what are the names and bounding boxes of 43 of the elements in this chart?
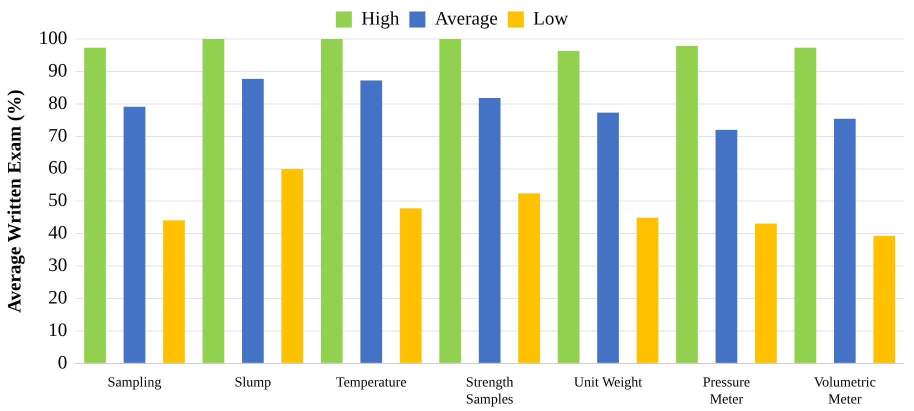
- bar: [518, 193, 540, 363]
- bar: [439, 39, 462, 363]
- y-tick-label: 40: [48, 222, 68, 244]
- bar: [202, 39, 224, 363]
- bar: [636, 218, 658, 363]
- y-axis-title: Average Written Exam (%): [4, 90, 26, 313]
- bar: [400, 208, 422, 363]
- legend-label: High: [361, 8, 400, 30]
- x-tick-label: Sampling: [108, 375, 162, 390]
- bar: [360, 80, 382, 363]
- legend-label: Low: [533, 8, 568, 30]
- bar: [794, 48, 816, 363]
- y-tick-label: 80: [48, 92, 68, 114]
- bar: [281, 169, 304, 363]
- bar: [478, 98, 500, 363]
- x-tick-label: Temperature: [336, 375, 407, 390]
- bar: [242, 78, 264, 363]
- y-tick-label: 20: [48, 288, 68, 309]
- bar: [597, 112, 619, 363]
- y-tick-label: 90: [48, 60, 68, 82]
- bar: [676, 46, 698, 363]
- x-tick-label: Volumetric Meter: [814, 375, 876, 408]
- bar: [558, 51, 580, 363]
- legend-label: Average: [434, 8, 498, 30]
- y-tick-label: 0: [58, 352, 68, 374]
- bar: [716, 130, 738, 363]
- y-tick-label: 70: [48, 125, 68, 146]
- bar: [124, 106, 146, 363]
- x-tick-label: Unit Weight: [574, 375, 642, 390]
- x-tick-label: Slump: [234, 375, 272, 390]
- x-tick-label: Strength Samples: [466, 375, 514, 408]
- bar: [755, 224, 777, 363]
- bar: [163, 220, 185, 363]
- y-tick-label: 30: [48, 255, 68, 276]
- bar: [84, 48, 106, 363]
- y-tick-label: 100: [38, 28, 68, 49]
- bar: [834, 118, 856, 363]
- x-tick-label: Pressure Meter: [702, 375, 750, 408]
- y-tick-label: 50: [48, 190, 68, 212]
- bar: [320, 39, 343, 363]
- y-tick-label: 10: [48, 320, 68, 341]
- y-tick-label: 60: [48, 158, 68, 179]
- bar: [873, 236, 896, 363]
